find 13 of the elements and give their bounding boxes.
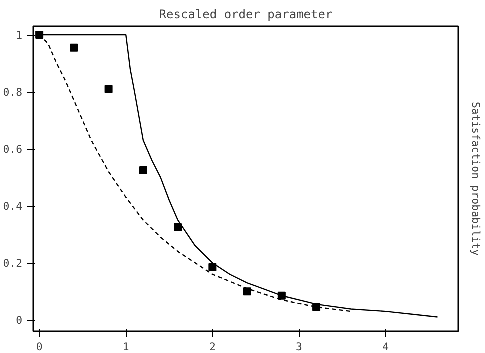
chart-title: Rescaled order parameter	[159, 8, 333, 22]
y-tick-label: 0.2	[3, 257, 23, 270]
x-tick-label: 4	[382, 340, 390, 353]
y-tick-label: 0.4	[3, 200, 23, 214]
x-tick-label: 1	[122, 340, 130, 353]
x-tick-label: 2	[209, 340, 216, 353]
y-tick-label: 1	[16, 29, 23, 42]
x-tick-label: 3	[296, 340, 302, 353]
x-tick-label: 0	[36, 340, 43, 353]
y-tick-label: 0.6	[3, 143, 23, 156]
y-axis-title: Satisfaction probability	[470, 102, 482, 256]
y-tick-label: 0	[16, 314, 23, 328]
y-tick-label: 0.8	[3, 86, 23, 100]
